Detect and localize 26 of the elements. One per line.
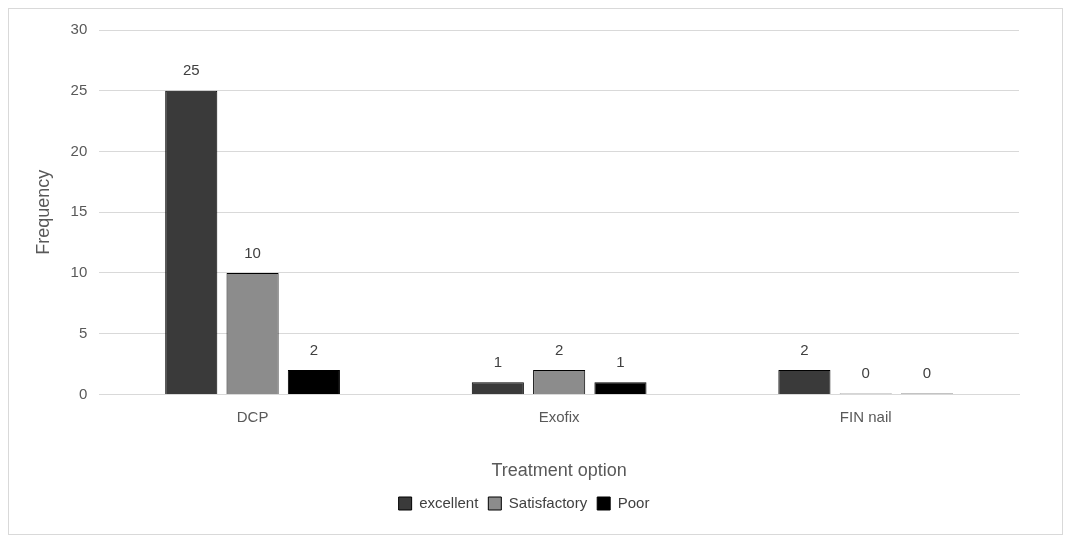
y-tick-label: 20 xyxy=(70,141,88,159)
x-tick-label: Exofix xyxy=(538,407,581,425)
data-label: 0 xyxy=(922,364,932,382)
data-label: 2 xyxy=(554,340,564,358)
bar xyxy=(287,370,340,394)
y-tick-label: 15 xyxy=(70,202,88,220)
data-label: 0 xyxy=(861,364,870,382)
bar xyxy=(594,382,647,394)
legend-label: Satisfactory xyxy=(508,493,588,511)
y-tick-label: 5 xyxy=(78,323,88,341)
data-label: 25 xyxy=(182,61,200,79)
data-label: 2 xyxy=(309,340,319,358)
data-label: 1 xyxy=(616,352,625,370)
y-tick-label: 30 xyxy=(70,20,88,38)
data-label: 2 xyxy=(800,340,809,358)
y-axis-title: Frequency xyxy=(32,169,53,255)
legend-label: Poor xyxy=(617,493,650,511)
x-tick-label: FIN nail xyxy=(839,407,892,425)
legend-label: excellent xyxy=(419,493,480,511)
x-tick-label: DCP xyxy=(236,407,269,425)
data-label: 1 xyxy=(493,352,502,370)
y-tick-label: 25 xyxy=(70,80,88,98)
x-axis-title: Treatment option xyxy=(491,460,627,481)
data-label: 10 xyxy=(244,243,261,261)
y-tick-label: 0 xyxy=(78,384,88,402)
y-tick-label: 10 xyxy=(70,263,88,281)
